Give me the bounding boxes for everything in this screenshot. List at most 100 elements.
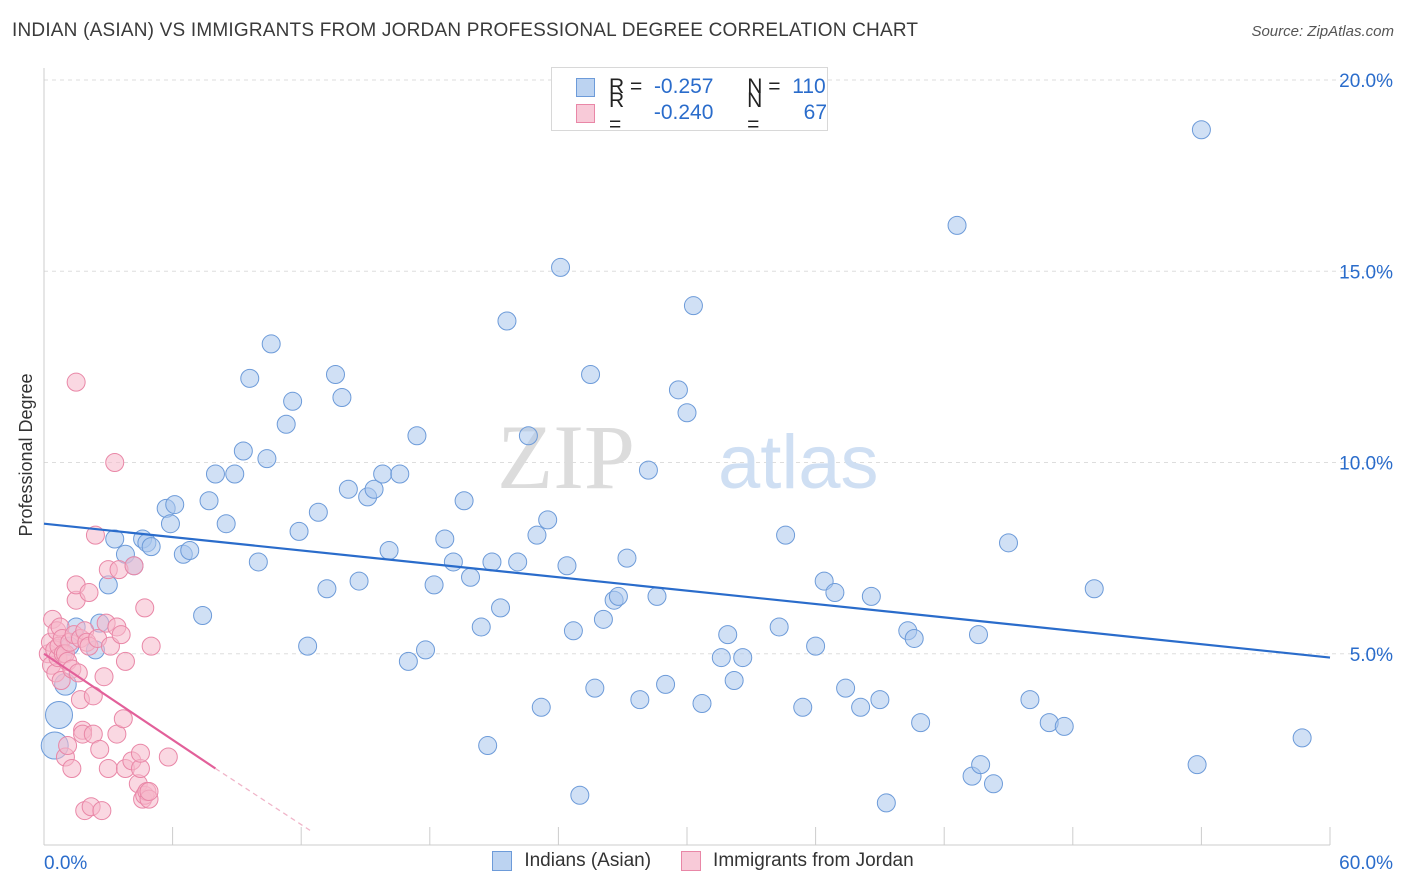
point-indians [508,552,528,572]
legend-n-value: 110 [792,75,826,98]
point-indians [216,514,236,534]
point-indians [851,697,871,717]
point-indians [398,651,418,671]
point-indians [233,441,253,461]
point-indians [1187,755,1207,775]
point-indians [617,548,637,568]
tick-labels: 5.0% 10.0% 15.0% 20.0% 0.0% 60.0% [44,71,1393,874]
point-indians [999,533,1018,553]
chart-title: INDIAN (ASIAN) VS IMMIGRANTS FROM JORDAN… [12,20,919,41]
point-indians [416,640,436,660]
point-indians [1084,579,1104,599]
correlation-legend: R = -0.257 N = 110 R = -0.240 N = 67 [551,67,828,136]
point-indians [332,387,352,407]
point-jordan [94,667,114,687]
point-indians [325,365,345,385]
legend-n-label: N = [747,89,763,136]
point-indians [424,575,444,595]
point-indians [638,460,658,480]
point-indians [718,625,738,645]
point-jordan [158,747,178,767]
point-indians [289,521,309,541]
trend-line-jordan [43,652,217,770]
point-jordan [130,743,150,763]
point-jordan [58,736,78,756]
y-tick-label: 5.0% [1350,645,1393,666]
y-axis-label: Professional Degree [16,373,36,537]
point-indians [647,586,667,606]
point-jordan [139,781,159,801]
series-indians-asian [40,120,1312,813]
point-indians [608,586,628,606]
point-indians [776,525,796,545]
point-jordan [124,556,144,576]
point-indians [968,625,988,645]
point-indians [806,636,826,656]
point-indians [349,571,369,591]
point-indians [677,403,697,423]
point-indians [947,215,967,235]
point-jordan [113,709,133,729]
legend-r-label: R = [609,75,643,98]
point-indians [248,552,268,572]
point-indians [225,464,245,484]
point-indians [1292,728,1312,748]
point-indians [630,690,650,710]
watermark: ZIP atlas [497,406,879,508]
series-legend-label: Immigrants from Jordan [713,850,914,871]
point-indians [724,671,744,691]
point-indians [971,755,991,775]
point-indians [199,491,219,511]
point-jordan [141,636,161,656]
series-legend: Indians (Asian) Immigrants from Jordan [0,850,1406,872]
point-indians [45,700,74,729]
point-jordan [92,801,112,821]
point-indians [478,736,498,756]
series-swatch-blue [492,851,513,871]
point-indians [527,525,547,545]
point-jordan [111,625,131,645]
point-indians [373,464,393,484]
trend-lines [43,522,1331,833]
point-indians [461,567,481,587]
point-indians [165,495,185,515]
point-jordan [79,583,99,603]
point-indians [379,540,399,560]
point-jordan [115,651,135,671]
series-immigrants-jordan [38,372,178,821]
point-indians [876,793,896,813]
point-indians [491,598,511,618]
point-indians [581,365,601,385]
point-indians [482,552,502,572]
point-indians [407,426,427,446]
trend-line-indians [43,522,1331,659]
point-indians [563,621,583,641]
point-indians [983,774,1003,794]
point-indians [308,502,328,522]
point-indians [298,636,318,656]
point-indians [870,690,890,710]
point-jordan [105,453,125,472]
legend-n-label: N = [747,75,781,98]
point-indians [656,674,676,694]
series-swatch-pink [681,851,702,871]
point-indians [193,606,213,625]
axes [43,68,1331,846]
point-indians [390,464,410,484]
point-jordan [90,739,110,759]
legend-n-value: 67 [803,101,828,124]
point-indians [861,586,881,606]
point-jordan [62,759,82,778]
point-indians [904,628,924,648]
point-indians [454,491,474,511]
point-indians [668,380,688,400]
point-indians [793,697,813,717]
point-indians [570,785,590,805]
point-indians [471,617,491,637]
point-indians [518,426,538,446]
y-tick-label: 10.0% [1339,454,1393,475]
point-indians [825,583,845,603]
point-jordan [85,525,105,545]
x-tick-label: 0.0% [44,853,87,874]
